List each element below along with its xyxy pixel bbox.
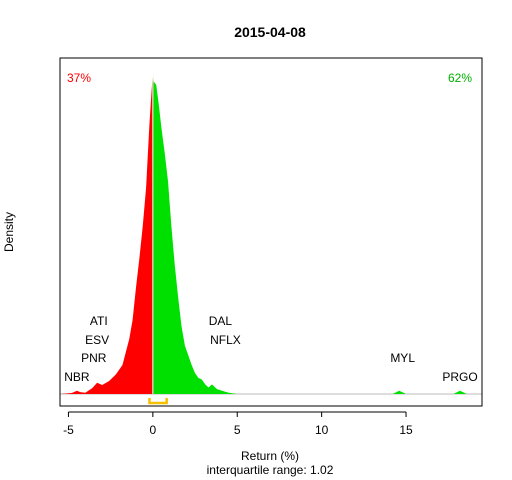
x-axis: -5 0 5 10 15 [63,411,413,437]
positive-density-area [152,72,482,394]
negative-share-label: 37% [67,71,91,85]
x-axis-label: Return (%) [241,449,299,463]
annotation-nflx: NFLX [210,333,241,347]
annotation-esv: ESV [85,333,109,347]
iqr-bracket [148,398,168,405]
plot-frame [59,57,483,407]
x-tick-label: 15 [399,423,413,437]
annotation-pnr: PNR [81,351,107,365]
x-tick-label: 0 [149,423,156,437]
positive-share-label: 62% [448,71,472,85]
annotation-ati: ATI [90,314,108,328]
annotation-myl: MYL [390,351,415,365]
plot-area: ATI ESV PNR NBR DAL NFLX MYL PRGO [60,72,482,405]
x-tick-label: -5 [63,423,74,437]
annotation-dal: DAL [209,314,233,328]
annotation-prgo: PRGO [442,370,477,384]
annotation-nbr: NBR [64,370,90,384]
y-axis-label: Density [2,212,16,252]
negative-density-area [60,72,153,394]
chart-title: 2015-04-08 [234,24,306,40]
x-tick-label: 10 [315,423,329,437]
iqr-label: interquartile range: 1.02 [207,463,334,477]
x-tick-label: 5 [234,423,241,437]
